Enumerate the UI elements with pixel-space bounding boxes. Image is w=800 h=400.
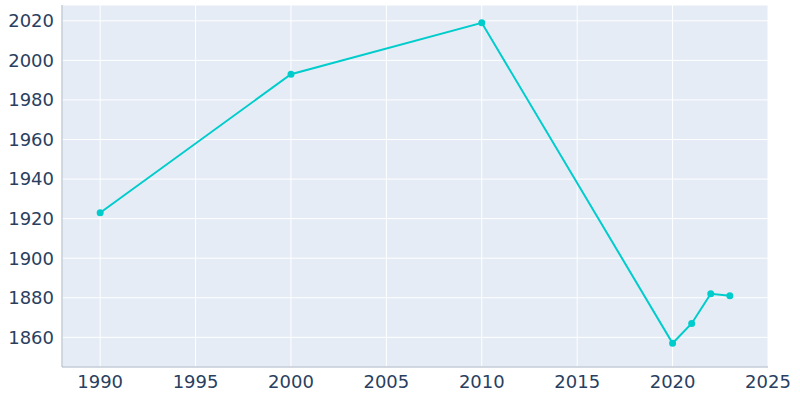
svg-text:2020: 2020 [650, 371, 696, 392]
svg-text:1880: 1880 [8, 287, 54, 308]
svg-text:1995: 1995 [173, 371, 219, 392]
svg-text:2025: 2025 [745, 371, 791, 392]
svg-text:1990: 1990 [77, 371, 123, 392]
svg-text:1900: 1900 [8, 248, 54, 269]
svg-text:2005: 2005 [363, 371, 409, 392]
svg-text:1980: 1980 [8, 89, 54, 110]
svg-text:1920: 1920 [8, 208, 54, 229]
svg-text:2010: 2010 [459, 371, 505, 392]
svg-text:1960: 1960 [8, 129, 54, 150]
svg-text:2015: 2015 [554, 371, 600, 392]
svg-text:1860: 1860 [8, 327, 54, 348]
svg-text:2000: 2000 [8, 50, 54, 71]
svg-text:2020: 2020 [8, 10, 54, 31]
svg-text:1940: 1940 [8, 168, 54, 189]
svg-text:2000: 2000 [268, 371, 314, 392]
